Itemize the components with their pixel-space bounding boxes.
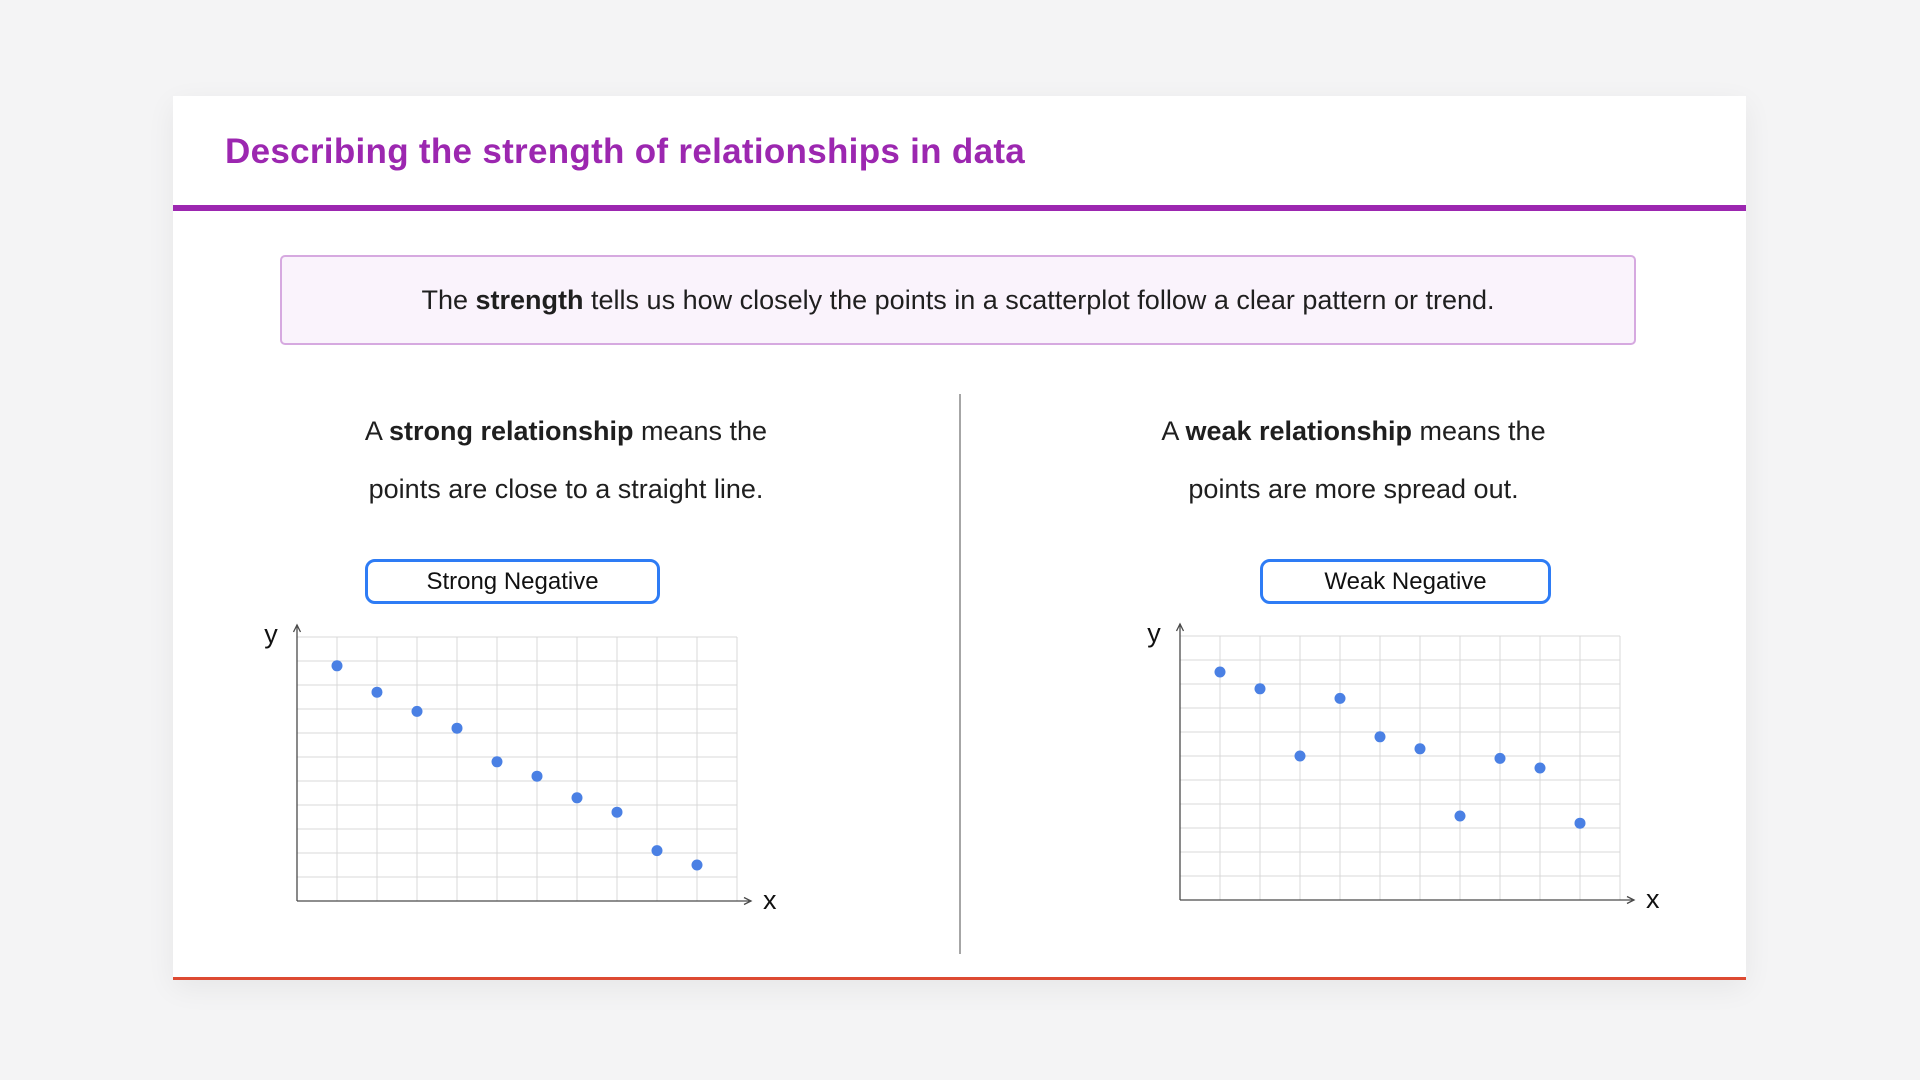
scatter-point (1454, 810, 1466, 822)
scatter-point (1334, 692, 1346, 704)
scatter-point (491, 756, 503, 768)
strong-description-line1: A strong relationship means the (364, 416, 768, 446)
scatter-point (1494, 752, 1506, 764)
scatter-point (411, 705, 423, 717)
x-axis-arrow (1626, 895, 1636, 905)
strong-description-line2: points are close to a straight line. (368, 474, 764, 504)
scatter-point (531, 770, 543, 782)
scatter-point (1534, 762, 1546, 774)
strong-bold-term: strong relationship (388, 416, 634, 446)
y-axis-arrow (292, 623, 302, 633)
weak-description-line2: points are more spread out. (1188, 474, 1519, 504)
scatter-point (1574, 817, 1586, 829)
scatter-point (371, 686, 383, 698)
scatter-point (1374, 731, 1386, 743)
y-axis-label: y (1147, 618, 1161, 648)
x-axis-arrow (743, 896, 753, 906)
x-axis-label: x (1646, 884, 1660, 914)
strong-relationship-description: A strong relationship means the points a… (173, 402, 959, 518)
scatter-point (451, 722, 463, 734)
scatter-point (651, 845, 663, 857)
scatter-point (331, 660, 343, 672)
scatter-point (1254, 683, 1266, 695)
title-divider-rule (173, 205, 1746, 211)
definition-callout-box: The strength tells us how closely the po… (280, 255, 1636, 345)
weak-relationship-description: A weak relationship means the points are… (961, 402, 1746, 518)
y-axis-label: y (264, 619, 278, 649)
scatter-chart-svg: yx (1147, 618, 1660, 914)
strong-negative-badge: Strong Negative (365, 559, 660, 604)
scatter-point (1414, 743, 1426, 755)
scatter-point (1294, 750, 1306, 762)
slide-card: Describing the strength of relationships… (173, 96, 1746, 980)
scatter-point (1214, 666, 1226, 678)
scatter-point (571, 792, 583, 804)
scatter-chart-svg: yx (264, 619, 777, 915)
x-axis-label: x (763, 885, 777, 915)
y-axis-arrow (1175, 622, 1185, 632)
strong-negative-badge-label: Strong Negative (426, 567, 599, 595)
scatter-point (691, 859, 703, 871)
page-title: Describing the strength of relationships… (225, 132, 1026, 171)
weak-negative-badge: Weak Negative (1260, 559, 1551, 604)
definition-bold-term: strength (475, 284, 584, 315)
scatter-point (611, 806, 623, 818)
weak-description-line1: A weak relationship means the (1161, 416, 1546, 446)
weak-negative-badge-label: Weak Negative (1324, 567, 1487, 595)
weak-bold-term: weak relationship (1185, 416, 1413, 446)
column-divider (959, 394, 961, 954)
definition-text: The strength tells us how closely the po… (421, 284, 1495, 315)
